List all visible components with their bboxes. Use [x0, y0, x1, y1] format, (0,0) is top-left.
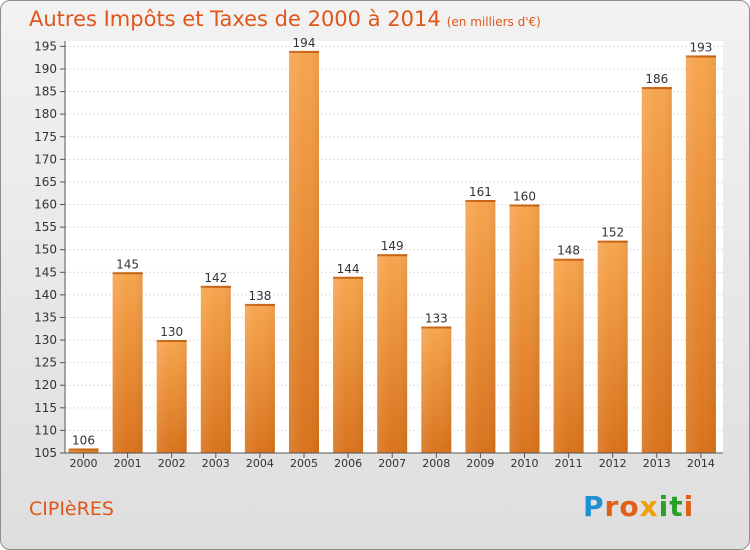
bar-shine: [509, 204, 540, 453]
x-tick-label: 2011: [555, 457, 583, 470]
x-tick-label: 2001: [114, 457, 142, 470]
y-tick-label: 190: [34, 62, 57, 76]
y-tick-label: 175: [34, 130, 57, 144]
bars: [68, 50, 716, 453]
y-axis: 105 110 115 120 125 130 135 140 145 150 155 160 165 1…: [34, 39, 66, 460]
x-tick-label: 2003: [202, 457, 230, 470]
y-tick-label: 135: [34, 310, 57, 324]
x-tick-label: 2006: [334, 457, 362, 470]
value-label: 186: [645, 72, 668, 86]
x-tick-label: 2007: [378, 457, 406, 470]
value-label: 161: [469, 185, 492, 199]
value-label: 152: [601, 226, 624, 240]
x-tick-label: 2000: [70, 457, 98, 470]
bar-shine: [597, 240, 628, 453]
bar-shine: [200, 285, 231, 453]
x-tick-label: 2010: [511, 457, 539, 470]
y-tick-label: 110: [34, 423, 57, 437]
y-tick-label: 130: [34, 333, 57, 347]
y-tick-label: 195: [34, 39, 57, 53]
x-axis: 2000 2001 2002 2003 2004 2005 2006 2007 2008 2009…: [65, 452, 723, 470]
y-tick-label: 160: [34, 198, 57, 212]
y-tick-label: 165: [34, 175, 57, 189]
logo-letter: P: [583, 490, 605, 523]
value-label: 138: [248, 289, 271, 303]
y-tick-label: 125: [34, 356, 57, 370]
value-label: 106: [72, 433, 95, 447]
y-tick-label: 170: [34, 152, 57, 166]
bar-shine: [333, 276, 364, 453]
x-tick-label: 2013: [643, 457, 671, 470]
chart-title-text: Autres Impôts et Taxes de 2000 à 2014: [29, 7, 441, 31]
y-tick-label: 105: [34, 446, 57, 460]
value-label: 148: [557, 244, 580, 258]
chart-title: Autres Impôts et Taxes de 2000 à 2014 (en…: [29, 7, 541, 31]
bar-shine: [421, 326, 452, 453]
bar-shine: [641, 87, 672, 453]
y-tick-label: 150: [34, 243, 57, 257]
value-labels: 106 145 130 142 138 194 144 149 133 161 160 148 152 1…: [72, 36, 712, 448]
bar-shine: [68, 448, 99, 453]
y-tick-label: 155: [34, 220, 57, 234]
y-tick-label: 115: [34, 401, 57, 415]
bar-shine: [553, 258, 584, 453]
proxiti-logo[interactable]: Proxiti: [583, 490, 694, 523]
x-tick-label: 2014: [687, 457, 715, 470]
value-label: 160: [513, 190, 536, 204]
logo-letter: i: [683, 490, 695, 523]
value-label: 130: [160, 325, 183, 339]
bar-shine: [289, 50, 319, 453]
bar-shine: [156, 340, 187, 453]
bar-shine: [685, 55, 716, 453]
logo-letter: r: [604, 490, 620, 523]
value-label: 133: [425, 312, 448, 326]
x-tick-label: 2012: [599, 457, 627, 470]
x-tick-label: 2008: [422, 457, 450, 470]
value-label: 194: [293, 36, 316, 50]
value-label: 193: [689, 40, 712, 54]
logo-letter: i: [658, 490, 670, 523]
x-tick-label: 2005: [290, 457, 318, 470]
x-tick-label: 2004: [246, 457, 274, 470]
y-tick-label: 140: [34, 288, 57, 302]
bar-shine: [465, 200, 496, 453]
logo-letter: o: [619, 490, 640, 523]
y-tick-label: 120: [34, 378, 57, 392]
y-tick-label: 185: [34, 85, 57, 99]
bar-shine: [244, 303, 275, 453]
y-tick-label: 180: [34, 107, 57, 121]
bar-shine: [112, 272, 143, 453]
logo-letter: t: [669, 490, 684, 523]
value-label: 149: [381, 239, 404, 253]
city-name: CIPIèRES: [29, 498, 114, 520]
value-label: 144: [337, 262, 360, 276]
logo-letter: x: [639, 490, 659, 523]
value-label: 142: [204, 271, 227, 285]
bar-shine: [377, 254, 408, 453]
x-tick-label: 2009: [466, 457, 494, 470]
value-label: 145: [116, 257, 139, 271]
chart-unit: (en milliers d'€): [446, 15, 541, 29]
y-tick-label: 145: [34, 265, 57, 279]
x-tick-label: 2002: [158, 457, 186, 470]
